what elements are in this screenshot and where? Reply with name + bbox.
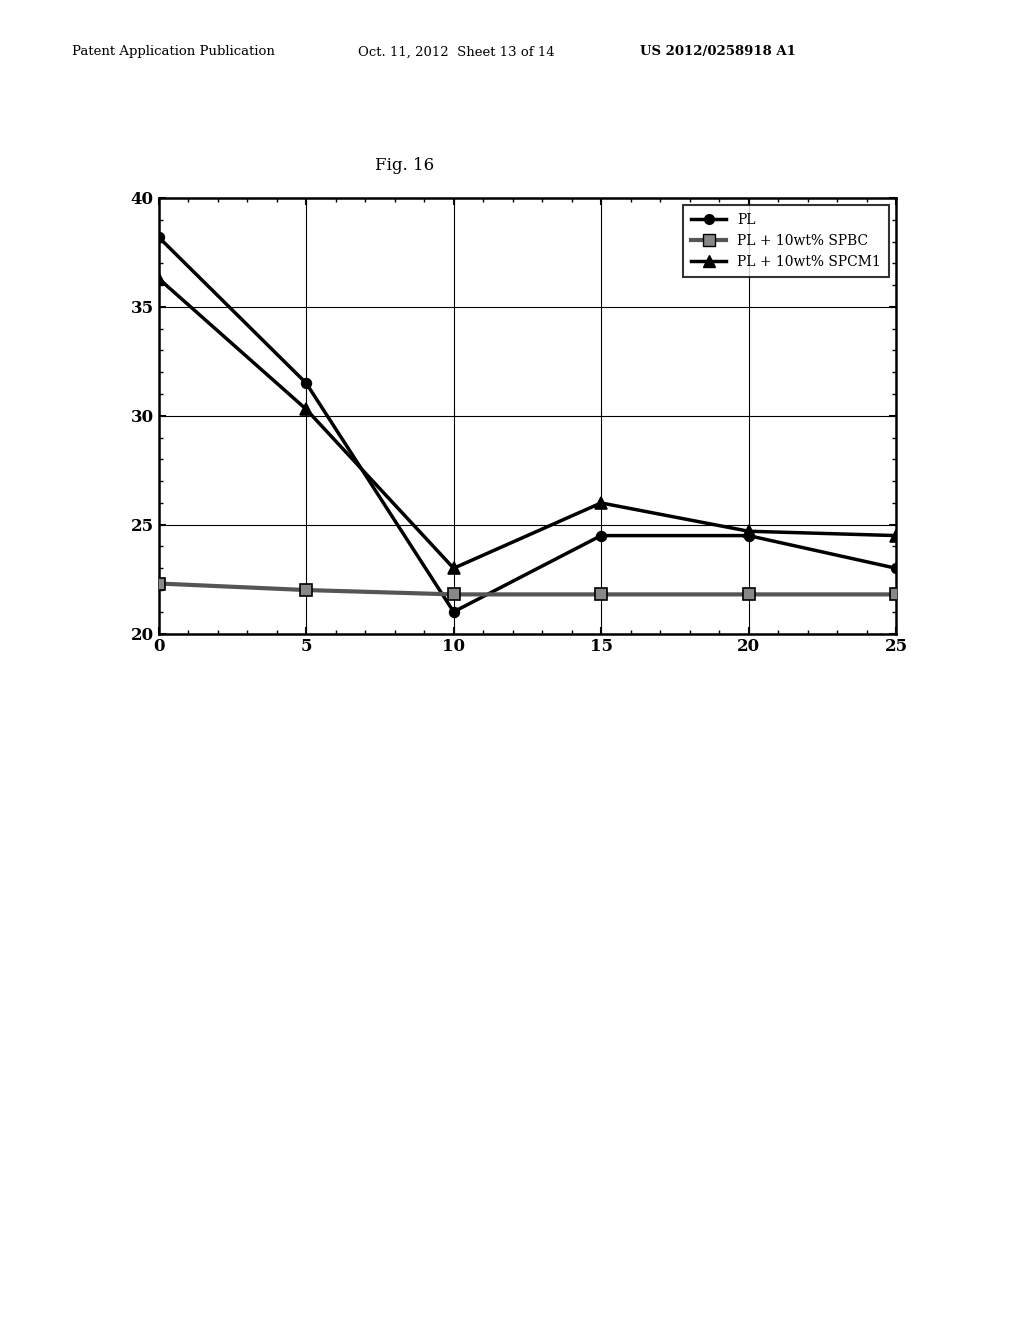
Text: US 2012/0258918 A1: US 2012/0258918 A1 xyxy=(640,45,796,58)
Text: Oct. 11, 2012  Sheet 13 of 14: Oct. 11, 2012 Sheet 13 of 14 xyxy=(358,45,555,58)
Text: Fig. 16: Fig. 16 xyxy=(375,157,434,173)
Legend: PL, PL + 10wt% SPBC, PL + 10wt% SPCM1: PL, PL + 10wt% SPBC, PL + 10wt% SPCM1 xyxy=(683,205,889,277)
Text: Patent Application Publication: Patent Application Publication xyxy=(72,45,274,58)
